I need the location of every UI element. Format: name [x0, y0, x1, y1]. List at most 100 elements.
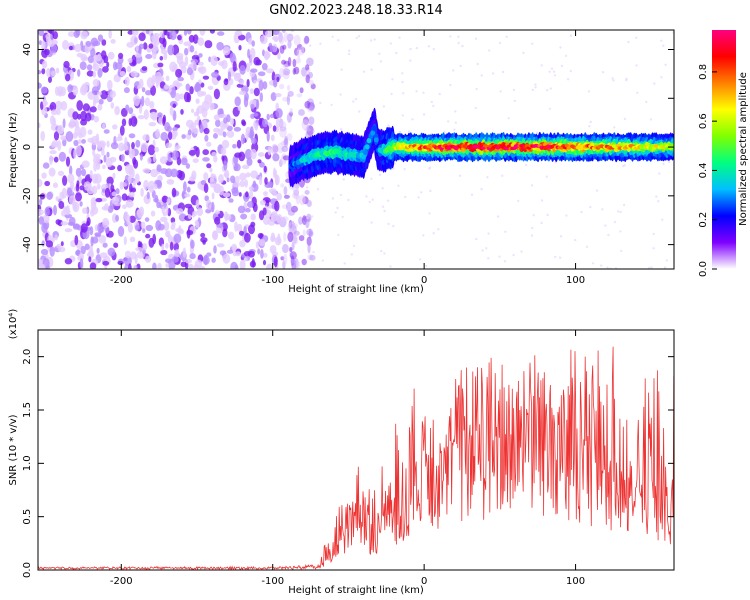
- spectrogram-faint-dot: [339, 193, 343, 197]
- spectrogram-faint-dot: [540, 221, 543, 225]
- spectrogram-noise-blob: [234, 30, 243, 36]
- spectrogram-noise-blob: [306, 200, 312, 207]
- spectrogram-noise-blob: [120, 154, 125, 162]
- spectrogram-noise-blob: [274, 169, 278, 178]
- spectrogram-noise-blob: [262, 81, 268, 90]
- spectrogram-noise-blob: [145, 224, 154, 232]
- spectrogram-noise-blob: [286, 112, 292, 123]
- spectrogram-noise-blob: [42, 99, 47, 107]
- spectrogram-noise-blob: [142, 168, 151, 174]
- spectrogram-noise-blob: [53, 131, 60, 141]
- spectrogram-faint-dot: [417, 196, 420, 199]
- spectrogram-noise-blob: [145, 255, 152, 263]
- spectrogram-faint-dot: [580, 210, 583, 214]
- spectrogram-faint-dot: [347, 52, 351, 56]
- spectrogram-noise-blob: [102, 66, 109, 73]
- spectrogram-faint-dot: [381, 187, 384, 190]
- spectrogram-noise-blob: [196, 105, 205, 114]
- spectrogram-noise-blob: [160, 131, 168, 141]
- spectrogram-noise-blob: [233, 163, 241, 172]
- spectrogram-noise-blob: [161, 243, 165, 251]
- spectrogram-noise-blob: [123, 87, 130, 94]
- spectrogram-noise-blob: [128, 133, 136, 139]
- spectrogram-noise-blob: [275, 108, 283, 119]
- spectrogram-faint-dot: [606, 266, 609, 269]
- spectrogram-noise-blob: [222, 131, 227, 138]
- spectrogram-noise-blob: [298, 216, 303, 225]
- spectrogram-noise-blob: [229, 117, 235, 126]
- spectrogram-noise-blob: [239, 240, 246, 248]
- spectrogram-noise-blob: [209, 102, 215, 111]
- spectrogram-noise-blob: [293, 192, 300, 200]
- spectrogram-noise-blob: [198, 61, 204, 66]
- spectrogram-noise-blob: [124, 136, 128, 147]
- spectrogram-noise-blob: [103, 154, 107, 163]
- spectrogram-noise-blob: [106, 61, 110, 68]
- spectrogram-faint-dot: [501, 70, 505, 74]
- spectrogram-noise-blob: [114, 105, 120, 116]
- spectrogram-noise-blob: [192, 211, 196, 218]
- spectrogram-noise-blob: [125, 104, 130, 111]
- spectrogram-faint-dot: [379, 60, 383, 63]
- spectrogram-noise-blob: [167, 44, 175, 56]
- spectrogram-noise-blob: [133, 265, 137, 269]
- spectrogram-faint-dot: [505, 35, 508, 38]
- spectrogram-noise-blob: [60, 101, 68, 111]
- colorbar-tick-label: 0.0: [698, 261, 709, 277]
- spectrogram-noise-blob: [273, 256, 278, 268]
- spectrogram-noise-blob: [175, 145, 181, 150]
- spectrogram-noise-blob: [153, 197, 159, 203]
- spectrogram-noise-blob: [290, 30, 295, 33]
- spectrogram-faint-dot: [319, 101, 322, 105]
- spectrogram-noise-blob: [95, 197, 103, 203]
- spectrogram-noise-blob: [287, 231, 294, 243]
- spectrogram-noise-blob: [118, 52, 124, 60]
- spectrogram-noise-blob: [200, 237, 208, 243]
- spectrogram-noise-blob: [88, 256, 92, 263]
- spectrogram-noise-blob: [40, 86, 48, 94]
- spectrogram-faint-dot: [507, 117, 510, 120]
- spectrogram-noise-blob: [124, 250, 132, 259]
- spectrogram-faint-dot: [368, 200, 371, 204]
- spectrogram-noise-blob: [243, 257, 248, 262]
- spectrogram-faint-dot: [383, 252, 386, 255]
- spectrogram-faint-dot: [488, 49, 491, 52]
- spectrogram-noise-blob: [111, 196, 120, 205]
- spectrogram-noise-blob: [210, 201, 215, 213]
- spectrogram-noise-blob: [306, 57, 314, 67]
- spectrogram-noise-blob: [221, 139, 230, 149]
- spectrogram-noise-blob: [173, 233, 182, 244]
- spectrogram-noise-blob: [228, 231, 235, 240]
- spectrogram-noise-blob: [57, 124, 65, 135]
- spectrogram-faint-dot: [546, 213, 549, 217]
- spectrogram-faint-dot: [613, 220, 617, 224]
- spectrogram-noise-blob: [72, 85, 79, 96]
- spectrogram-noise-blob: [276, 214, 283, 224]
- spectrogram-faint-dot: [665, 259, 668, 262]
- spectrogram-noise-blob: [271, 35, 279, 41]
- snr-ytick-label: 0.0: [22, 562, 33, 578]
- spectrogram-noise-blob: [250, 221, 256, 228]
- spectrogram-noise-blob: [218, 174, 224, 184]
- spectrogram-noise-blob: [289, 108, 293, 114]
- spectrogram-noise-blob: [110, 102, 115, 109]
- spectrogram-noise-blob: [200, 82, 205, 88]
- spectrogram-faint-dot: [560, 64, 564, 68]
- spectrogram-noise-blob: [139, 154, 143, 161]
- spectrogram-noise-blob: [223, 78, 229, 86]
- spectrogram-noise-blob: [180, 157, 188, 166]
- spectrogram-noise-blob: [264, 177, 268, 185]
- spectrogram-noise-blob: [44, 180, 51, 187]
- spectrogram-noise-blob: [131, 54, 137, 66]
- spectrogram-noise-blob: [130, 251, 137, 260]
- spectrogram-noise-blob: [143, 109, 149, 120]
- spectrogram-faint-dot: [319, 42, 322, 45]
- spectrogram-noise-blob: [55, 196, 60, 201]
- spectrogram-noise-blob: [68, 45, 73, 51]
- spectrogram-faint-dot: [389, 265, 392, 268]
- spectrogram-faint-dot: [480, 187, 483, 191]
- spectrogram-faint-dot: [415, 46, 418, 50]
- spectrogram-noise-blob: [282, 30, 286, 34]
- spectrogram-noise-blob: [210, 55, 218, 67]
- spectrogram-noise-blob: [97, 91, 102, 96]
